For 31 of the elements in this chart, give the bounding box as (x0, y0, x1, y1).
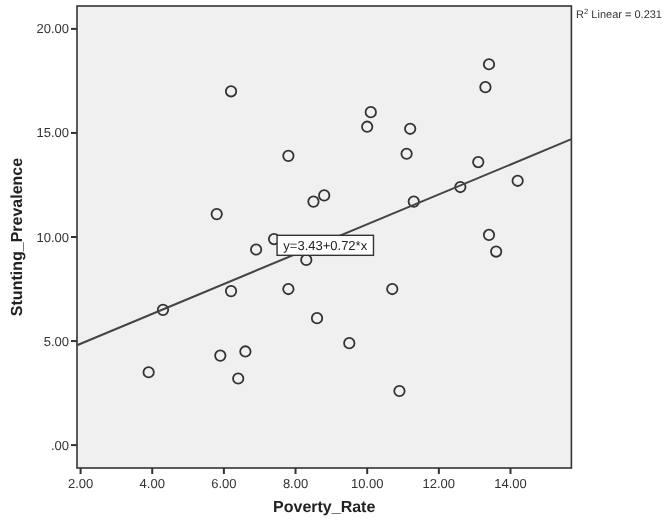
point (400, 147, 413, 160)
point (250, 243, 263, 256)
point (364, 106, 377, 119)
point (472, 155, 485, 169)
point (282, 282, 295, 296)
point (490, 245, 503, 258)
point (282, 149, 295, 162)
point (361, 120, 374, 133)
point (407, 195, 420, 208)
point (156, 303, 170, 316)
point (224, 85, 238, 98)
point (404, 122, 417, 135)
point (310, 312, 324, 325)
point (454, 180, 467, 194)
point (232, 372, 245, 385)
point (511, 174, 524, 187)
point (393, 384, 406, 398)
point (343, 337, 356, 350)
x-axis-title: Poverty_Rate (273, 498, 377, 516)
point (210, 208, 223, 221)
point (482, 58, 496, 71)
point (386, 282, 399, 296)
point (142, 366, 155, 379)
point (239, 345, 252, 358)
y-axis-title: Stunting_Prevalence (8, 156, 26, 317)
point (224, 285, 238, 298)
point (318, 189, 331, 202)
point (482, 228, 496, 242)
point (307, 195, 320, 208)
point (214, 349, 227, 362)
point (479, 81, 492, 94)
